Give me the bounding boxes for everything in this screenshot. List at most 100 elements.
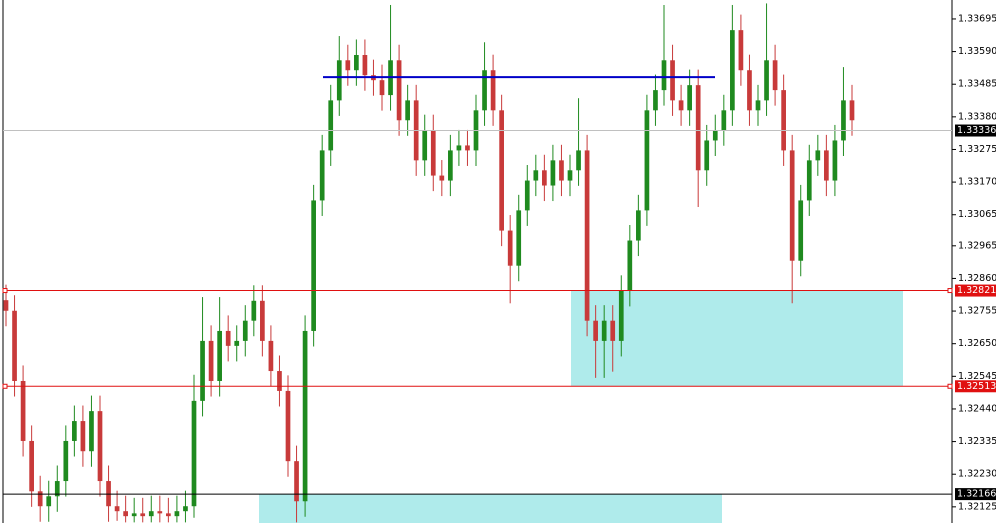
- candle-body: [225, 330, 231, 346]
- candle-body: [46, 496, 52, 507]
- candle-body: [772, 60, 778, 91]
- candle-body: [268, 340, 274, 372]
- candle-body: [465, 145, 470, 151]
- candle-body: [362, 55, 368, 76]
- candle-body: [63, 440, 69, 482]
- y-tick-label: 1.32755: [958, 306, 996, 317]
- candle-body: [345, 60, 351, 71]
- candle-body: [336, 60, 342, 101]
- candle-body: [841, 100, 846, 141]
- level-handle: [947, 383, 953, 389]
- candle-body: [260, 300, 265, 341]
- y-tick-label: 1.32965: [958, 240, 996, 251]
- candle-body: [559, 160, 564, 181]
- candle-body: [593, 320, 598, 341]
- candle-body: [764, 60, 769, 101]
- price-label-bg: [955, 488, 996, 501]
- candle-body: [311, 200, 316, 331]
- candle-body: [542, 170, 547, 186]
- candle-body: [661, 60, 667, 91]
- candle-body: [319, 150, 325, 201]
- candle-body: [148, 511, 154, 517]
- candle-body: [183, 506, 188, 512]
- candle-body: [97, 411, 103, 482]
- candle-body: [166, 513, 171, 517]
- candle-body: [328, 100, 334, 151]
- level-handle: [2, 383, 8, 389]
- y-tick-label: 1.33170: [958, 177, 996, 188]
- candle-body: [533, 170, 539, 181]
- candle-body: [482, 70, 487, 111]
- candle-body: [678, 100, 684, 111]
- candle-body: [601, 320, 607, 341]
- candle-body: [208, 340, 214, 381]
- candle-body: [422, 130, 428, 161]
- candle-body: [405, 100, 410, 121]
- price-label: 1.32166: [957, 489, 996, 500]
- candle-body: [789, 150, 795, 261]
- candle-body: [524, 180, 530, 211]
- y-tick-label: 1.33695: [958, 13, 996, 24]
- price-label: 1.33336: [957, 125, 996, 136]
- candle-body: [20, 380, 26, 441]
- candle-body: [277, 371, 282, 391]
- candle-body: [653, 90, 658, 111]
- candle-body: [550, 160, 556, 186]
- candle-body: [12, 310, 17, 381]
- candle-body: [832, 140, 838, 181]
- candle-body: [140, 513, 146, 517]
- candle-body: [704, 140, 710, 171]
- candle-body: [379, 80, 385, 96]
- zone: [259, 494, 722, 523]
- candle-body: [576, 150, 581, 171]
- candle-body: [806, 160, 812, 201]
- candle-body: [448, 150, 453, 181]
- candle-body: [507, 230, 513, 266]
- y-tick-label: 1.33380: [958, 111, 996, 122]
- candle-body: [755, 100, 761, 111]
- zone: [571, 290, 903, 387]
- candle-body: [516, 210, 522, 266]
- candle-body: [29, 440, 34, 492]
- candle-body: [72, 421, 77, 441]
- candle-body: [499, 110, 504, 231]
- candle-body: [191, 400, 197, 507]
- candle-body: [721, 110, 727, 131]
- candle-body: [798, 200, 804, 261]
- candle-body: [234, 340, 240, 346]
- candle-body: [738, 30, 744, 71]
- y-tick-label: 1.32440: [958, 403, 996, 414]
- candle-body: [712, 130, 718, 141]
- candle-body: [824, 150, 829, 181]
- y-tick-label: 1.32125: [958, 501, 996, 512]
- candle-body: [644, 110, 650, 211]
- price-label-bg: [955, 124, 996, 137]
- candle-body: [747, 70, 752, 111]
- y-tick-label: 1.32860: [958, 273, 996, 284]
- y-tick-label: 1.33590: [958, 46, 996, 57]
- candle-body: [242, 320, 248, 341]
- candle-body: [584, 150, 590, 321]
- candle-body: [439, 175, 445, 181]
- candle-body: [3, 300, 9, 311]
- y-tick-label: 1.33065: [958, 209, 996, 220]
- y-tick-label: 1.32650: [958, 338, 996, 349]
- price-label: 1.32821: [957, 285, 996, 296]
- candle-body: [490, 70, 496, 111]
- candle-body: [781, 90, 786, 151]
- price-label-bg: [955, 284, 996, 297]
- candle-body: [430, 130, 436, 176]
- candle-body: [610, 320, 616, 341]
- candle-body: [200, 340, 205, 401]
- candle-body: [687, 85, 692, 111]
- level-handle: [2, 288, 8, 294]
- candle-body: [670, 60, 675, 101]
- candle-body: [618, 290, 624, 341]
- candle-body: [131, 513, 137, 517]
- candle-body: [251, 300, 257, 321]
- y-tick-label: 1.33485: [958, 79, 996, 90]
- candle-body: [567, 170, 573, 181]
- candle-body: [217, 330, 222, 381]
